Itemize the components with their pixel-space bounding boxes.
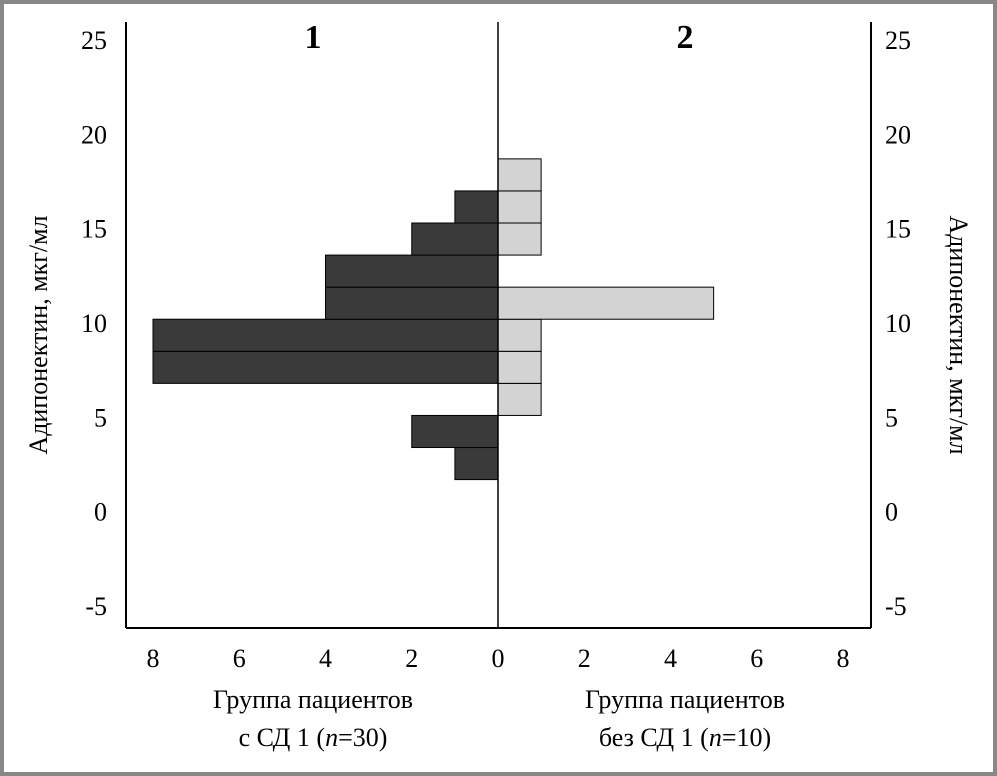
bar-right-8 — [497, 190, 542, 224]
bar-right-5 — [497, 286, 715, 320]
y-tick-left-0: -5 — [85, 592, 107, 621]
bar-left-3 — [152, 350, 499, 384]
bar-left-0 — [454, 447, 499, 481]
x-tick-2: 4 — [319, 644, 332, 673]
y-tick-right-2: 5 — [885, 403, 898, 432]
group-label-2-line1: Группа пациентов — [585, 685, 785, 714]
group-label-1-line2: с СД 1 (n=30) — [239, 723, 388, 752]
bar-left-1 — [411, 414, 499, 449]
x-tick-4: 0 — [492, 644, 505, 673]
bar-left-5 — [325, 286, 499, 320]
y-tick-left-1: 0 — [94, 498, 107, 527]
bar-right-2 — [497, 382, 542, 416]
y-axis-title-left: Адипонектин, мкг/мл — [24, 215, 53, 454]
x-tick-1: 6 — [233, 644, 246, 673]
bar-right-3 — [497, 350, 542, 384]
bar-left-8 — [454, 190, 499, 224]
bar-right-4 — [497, 318, 542, 352]
panel-label-2: 2 — [677, 19, 694, 56]
y-tick-right-4: 15 — [885, 215, 911, 244]
x-tick-6: 4 — [664, 644, 677, 673]
y-tick-left-5: 20 — [81, 120, 107, 149]
bar-right-7 — [497, 222, 542, 256]
bars-layer — [152, 158, 715, 481]
axes-layer — [125, 22, 872, 629]
bar-left-6 — [325, 254, 499, 288]
y-tick-left-4: 15 — [81, 215, 107, 244]
bar-left-4 — [152, 318, 499, 352]
y-tick-right-1: 0 — [885, 498, 898, 527]
panel-label-1: 1 — [305, 19, 322, 56]
y-axis-title-right: Адипонектин, мкг/мл — [944, 215, 973, 454]
bar-left-7 — [411, 222, 499, 256]
y-tick-right-5: 20 — [885, 120, 911, 149]
y-tick-left-6: 25 — [81, 26, 107, 55]
x-tick-7: 6 — [750, 644, 763, 673]
y-tick-right-6: 25 — [885, 26, 911, 55]
y-tick-left-2: 5 — [94, 403, 107, 432]
y-tick-right-3: 10 — [885, 309, 911, 338]
x-tick-3: 2 — [405, 644, 418, 673]
group-label-2-line2: без СД 1 (n=10) — [599, 723, 771, 752]
x-tick-8: 8 — [837, 644, 850, 673]
text-layer: 1 2 Адипонектин, мкг/мл Адипонектин, мкг… — [24, 19, 973, 752]
x-tick-0: 8 — [147, 644, 160, 673]
y-tick-right-0: -5 — [885, 592, 907, 621]
group-label-1-line1: Группа пациентов — [213, 685, 413, 714]
x-tick-5: 2 — [578, 644, 591, 673]
y-tick-left-3: 10 — [81, 309, 107, 338]
bar-right-9 — [497, 158, 542, 192]
